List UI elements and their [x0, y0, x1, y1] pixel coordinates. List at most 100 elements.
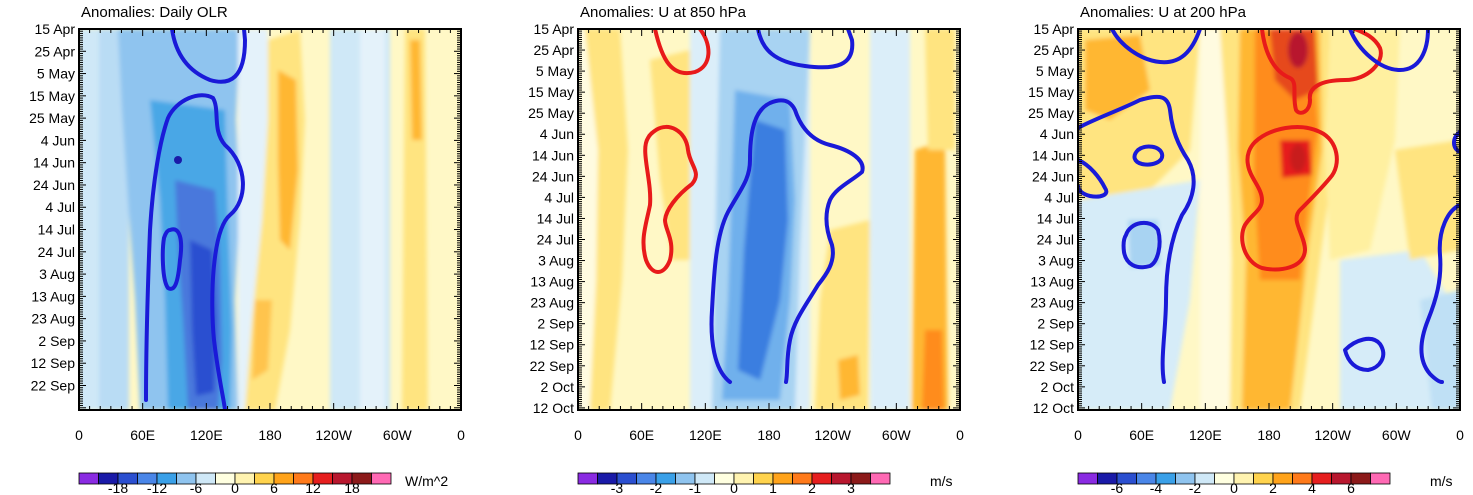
colorbar-label: -6	[1111, 480, 1124, 495]
y-tick-label: 12 Sep	[1030, 337, 1075, 353]
colorbar-swatch	[870, 472, 891, 485]
olr-region-darkest	[190, 240, 216, 396]
panel-u850-field	[578, 29, 960, 410]
u200-contour-red-top	[1260, 29, 1383, 115]
x-tick-label: 120E	[1189, 427, 1222, 443]
u200-region-blue-blob	[1128, 220, 1160, 268]
colorbar-label: 2	[1269, 480, 1277, 495]
colorbar-label: 3	[847, 480, 855, 495]
x-tick-label: 180	[258, 427, 282, 443]
panel-u850-title: Anomalies: U at 850 hPa	[580, 4, 747, 21]
colorbar-swatch	[1370, 472, 1391, 485]
y-tick-label: 25 May	[1028, 105, 1074, 121]
panel-olr-y-axis: 15 Apr 25 Apr 5 May 15 May 25 May 4 Jun 14 Jun…	[29, 21, 461, 411]
u850-band-pale-west	[578, 29, 598, 410]
u200-region-darkred-mid	[1290, 144, 1306, 172]
u850-region-dark-blue	[738, 120, 788, 380]
u200-contour-blue-loop-se	[1343, 336, 1386, 372]
y-tick-label: 12 Sep	[530, 337, 575, 353]
y-tick-label: 3 Aug	[538, 253, 574, 269]
colorbar-label: -2	[650, 480, 663, 495]
u850-contour-blue-top	[756, 29, 855, 70]
u850-region-orange-dark-east	[922, 330, 944, 410]
u850-contour-red-loop	[641, 124, 698, 274]
colorbar-label: 12	[305, 480, 321, 495]
colorbar-units: W/m^2	[405, 473, 448, 489]
y-tick-label: 15 Apr	[534, 21, 575, 37]
y-tick-label: 2 Oct	[541, 379, 575, 395]
olr-contour-upper	[170, 29, 247, 84]
u850-region-yellow-ne	[925, 29, 955, 150]
y-tick-label: 12 Sep	[31, 355, 76, 371]
x-tick-label: 60W	[882, 427, 912, 443]
colorbar-label: 0	[1230, 480, 1238, 495]
y-tick-label: 14 Jun	[33, 155, 75, 171]
u850-region-yellow-mid	[650, 50, 700, 260]
y-tick-label: 25 May	[29, 110, 75, 126]
olr-region-orange	[278, 70, 298, 250]
y-tick-label: 25 Apr	[1034, 42, 1075, 58]
colorbar-label: 6	[1347, 480, 1355, 495]
y-tick-label: 14 Jun	[532, 147, 574, 163]
colorbar-label: 2	[808, 480, 816, 495]
y-tick-label: 23 Aug	[530, 295, 574, 311]
u200-contour-blue-east	[1419, 203, 1460, 384]
y-tick-label: 24 Jul	[537, 231, 574, 247]
panel-u850-y-axis: 15 Apr 25 Apr 5 May 15 May 25 May 4 Jun 14 Jun…	[528, 21, 960, 416]
y-tick-label: 15 May	[528, 84, 574, 100]
u200-contour-blue-small-a	[1078, 158, 1109, 199]
y-tick-label: 5 May	[536, 63, 574, 79]
olr-contour-main	[144, 93, 245, 410]
u850-contour-red-top	[653, 29, 711, 76]
y-tick-label: 13 Aug	[530, 274, 574, 290]
x-tick-label: 120W	[315, 427, 352, 443]
y-tick-label: 13 Aug	[31, 288, 75, 304]
x-tick-label: 120E	[689, 427, 722, 443]
colorbar-swatch	[371, 472, 392, 485]
u200-contour-blue-top	[1110, 29, 1202, 65]
y-tick-label: 4 Jun	[540, 126, 574, 142]
x-tick-label: 60E	[130, 427, 155, 443]
y-tick-label: 23 Aug	[1030, 295, 1074, 311]
y-tick-label: 24 Jun	[532, 168, 574, 184]
y-tick-label: 25 Apr	[534, 42, 575, 58]
x-tick-label: 0	[956, 427, 964, 443]
u200-contour-blue-west	[1078, 94, 1196, 384]
y-tick-label: 15 May	[29, 88, 75, 104]
x-tick-label: 60E	[629, 427, 654, 443]
colorbar-label: -2	[1189, 480, 1202, 495]
u200-region-light-blue-sw	[1078, 180, 1200, 410]
x-tick-label: 120W	[1314, 427, 1351, 443]
y-tick-label: 22 Sep	[530, 358, 575, 374]
panel-u200-field	[1078, 29, 1460, 410]
x-tick-label: 0	[1074, 427, 1082, 443]
colorbar-label: 0	[730, 480, 738, 495]
panel-u200-title: Anomalies: U at 200 hPa	[1080, 4, 1247, 21]
u200-contour-blue-loop-mid	[1121, 220, 1162, 270]
u850-contour-blue-main	[709, 98, 865, 384]
y-tick-label: 23 Aug	[31, 311, 75, 327]
u850-band-pale-blue-east	[870, 29, 910, 410]
colorbar-swatch	[1077, 472, 1098, 485]
panel-olr-title: Anomalies: Daily OLR	[81, 4, 228, 21]
olr-minimum-dot	[174, 156, 182, 164]
panel-olr-field	[79, 29, 461, 410]
colorbar-label: 1	[769, 480, 777, 495]
panel-olr-colorbar: -18 -12 -6 0 6 12 18 W/m^2	[78, 472, 448, 495]
y-tick-label: 25 Apr	[35, 43, 76, 59]
y-tick-label: 5 May	[1036, 63, 1074, 79]
olr-band-light-blue-west	[79, 29, 99, 410]
x-tick-label: 180	[757, 427, 781, 443]
panel-olr-x-axis: 0 60E 120E 180 120W 60W 0	[75, 29, 465, 443]
y-tick-label: 13 Aug	[1030, 274, 1074, 290]
colorbar-label: 0	[231, 480, 239, 495]
y-tick-label: 4 Jul	[45, 199, 75, 215]
y-tick-label: 3 Aug	[39, 266, 75, 282]
x-tick-label: 120E	[190, 427, 223, 443]
u200-region-orange-nw	[1085, 35, 1150, 120]
panel-u200-y-axis: 15 Apr 25 Apr 5 May 15 May 25 May 4 Jun 14 Jun…	[1028, 21, 1460, 416]
y-tick-label: 2 Oct	[1041, 379, 1075, 395]
colorbar-swatch	[78, 472, 99, 485]
y-tick-label: 14 Jul	[1037, 210, 1074, 226]
